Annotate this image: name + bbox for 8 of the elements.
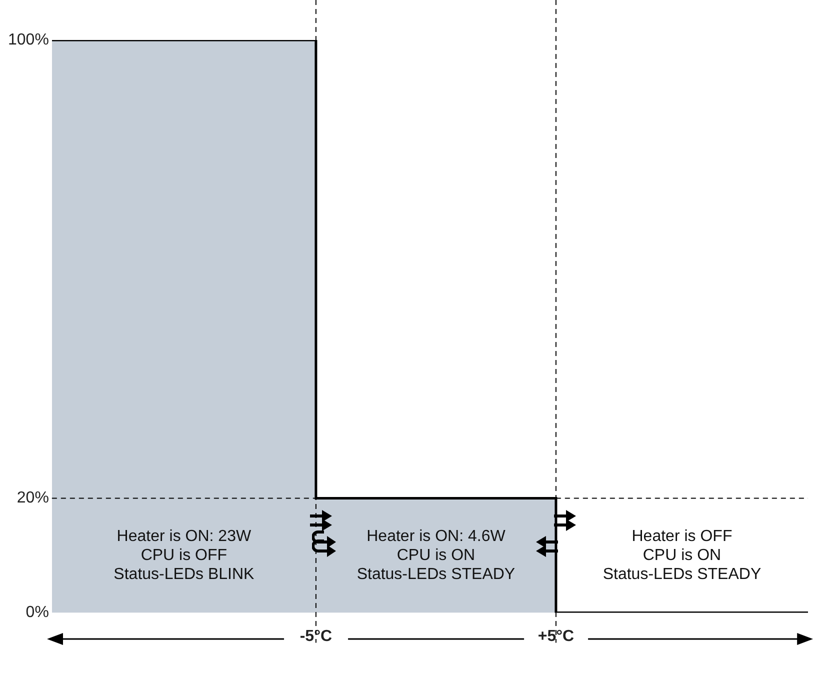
x-tick-label: +5°C: [538, 628, 575, 645]
annotation: Heater is ON: 4.6W CPU is ON Status-LEDs STEADY: [356, 528, 516, 583]
y-tick-label: 0%: [26, 604, 49, 622]
y-tick-label: 100%: [8, 31, 49, 48]
y-tick-label: 20%: [16, 490, 49, 507]
annotation: Heater is OFF CPU is ON Status-LEDs STEADY: [602, 528, 762, 583]
annotation: Heater is ON: 23W CPU is OFF Status-LEDs BLINK: [114, 528, 255, 583]
x-tick-label: -5°C: [300, 628, 332, 645]
